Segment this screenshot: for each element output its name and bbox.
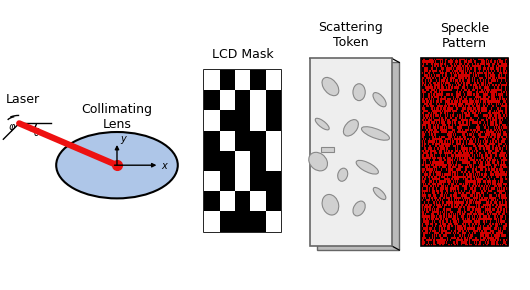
Bar [266, 211, 281, 232]
Ellipse shape [322, 195, 339, 215]
Text: Laser: Laser [6, 93, 40, 106]
Bar [204, 211, 219, 232]
Bar [317, 62, 399, 250]
Text: x: x [161, 161, 166, 171]
Ellipse shape [373, 93, 386, 107]
Ellipse shape [309, 152, 328, 171]
Text: Speckle
Pattern: Speckle Pattern [440, 22, 489, 50]
Bar [204, 110, 219, 130]
Ellipse shape [343, 119, 358, 136]
Text: Scattering
Token: Scattering Token [319, 21, 383, 49]
Text: $\varphi$: $\varphi$ [7, 122, 16, 134]
Bar [235, 171, 250, 191]
Bar [321, 147, 334, 152]
Bar [266, 70, 281, 90]
Ellipse shape [361, 127, 390, 140]
Circle shape [56, 132, 178, 198]
Text: y: y [121, 133, 127, 144]
Text: Collimating
Lens: Collimating Lens [82, 103, 153, 130]
Bar [219, 191, 235, 211]
Bar [219, 130, 235, 151]
Bar [204, 70, 281, 232]
Bar [219, 90, 235, 110]
Ellipse shape [373, 187, 386, 200]
Bar [250, 90, 266, 110]
Bar [204, 171, 219, 191]
Bar [266, 151, 281, 171]
Bar [235, 151, 250, 171]
Ellipse shape [322, 77, 339, 96]
Bar [266, 130, 281, 151]
Bar [250, 110, 266, 130]
Ellipse shape [353, 201, 365, 216]
Text: $\theta$: $\theta$ [33, 126, 40, 138]
Bar [235, 70, 250, 90]
Bar [421, 58, 508, 246]
Ellipse shape [356, 160, 378, 174]
Ellipse shape [315, 118, 329, 130]
Ellipse shape [353, 84, 365, 101]
Bar [250, 191, 266, 211]
Bar [310, 58, 392, 246]
Text: LCD Mask: LCD Mask [211, 48, 273, 61]
Bar [204, 70, 219, 90]
Ellipse shape [338, 168, 348, 181]
